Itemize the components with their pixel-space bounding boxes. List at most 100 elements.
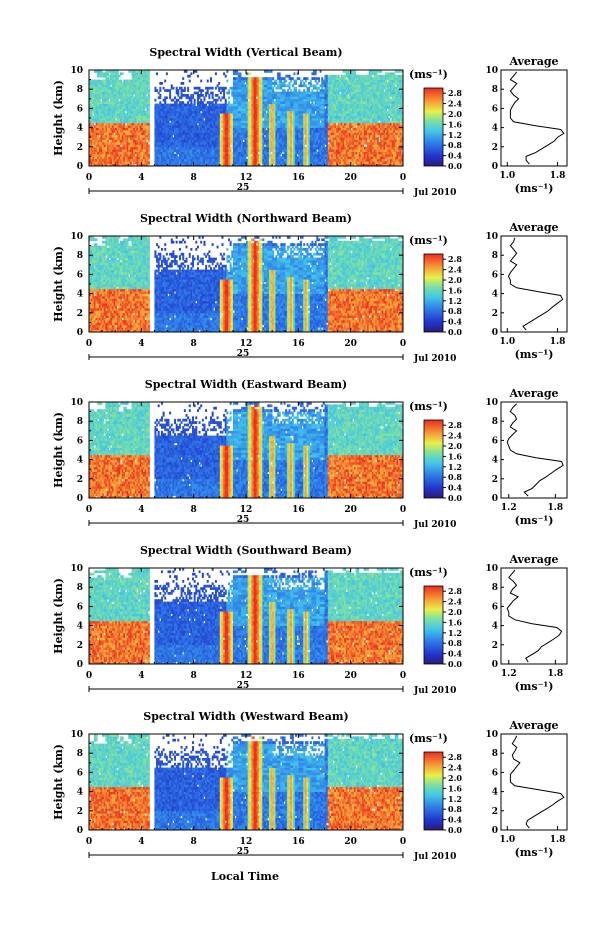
heatmap-cell [145,140,147,143]
heatmap-cell [262,144,264,147]
heatmap-cell [218,82,220,85]
heatmap-cell [182,82,184,85]
heatmap-cell [220,128,222,131]
heatmap-cell [280,80,282,83]
heatmap-cell [154,99,156,102]
heatmap-cell [217,94,219,97]
heatmap-cell [205,94,207,97]
heatmap-cell [148,104,150,107]
heatmap-cell [223,94,225,97]
heatmap-cell [197,92,199,95]
heatmap-cell [148,140,150,143]
heatmap-cell [168,120,170,123]
heatmap-cell [194,101,196,104]
heatmap-cell [154,87,156,90]
heatmap-cell [166,72,168,75]
heatmap-cell [274,84,276,87]
heatmap-cell [212,92,214,95]
heatmap-cell [99,99,101,102]
heatmap-cell [176,101,178,104]
heatmap-cell [117,99,119,102]
heatmap-cell [156,89,158,92]
heatmap-cell [215,101,217,104]
panels: Spectral Width (Vertical Beam)0246810Hei… [52,46,567,862]
heatmap-cell [148,82,150,85]
heatmap-cell [225,99,227,102]
heatmap-cell [271,80,273,83]
heatmap-cell [148,99,150,102]
heatmap-cell [287,89,289,92]
heatmap-cell [223,96,225,99]
heatmap-cell [272,77,274,80]
heatmap-cell [174,96,176,99]
heatmap-cell [279,72,281,75]
heatmap-cell [148,75,150,78]
heatmap-cell [148,94,150,97]
heatmap-cell [120,80,122,83]
heatmap-cell [271,84,273,87]
heatmap-cell [163,87,165,90]
heatmap-cell [197,99,199,102]
heatmap-cell [194,99,196,102]
heatmap-cell [118,144,120,147]
heatmap-cell [132,94,134,97]
heatmap-cell [239,72,241,75]
heatmap-cell [92,123,94,126]
heatmap-cell [107,140,109,143]
heatmap-cell [118,75,120,78]
heatmap-cell [172,99,174,102]
heatmap-cell [207,92,209,95]
heatmap-cell [148,147,150,150]
heatmap-cell [269,152,271,155]
heatmap-cell [133,154,135,157]
heatmap-cell [184,87,186,90]
heatmap-cell [264,128,266,131]
heatmap-cell [217,84,219,87]
heatmap-cell [220,92,222,95]
heatmap-cell [122,72,124,75]
heatmap-cell [172,152,174,155]
heatmap-cell [159,101,161,104]
heatmap-cell [145,94,147,97]
heatmap-cell [249,72,251,75]
heatmap-cell [199,87,201,90]
heatmap-cell [148,156,150,159]
heatmap-cell [217,99,219,102]
heatmap-cell [148,125,150,128]
heatmap-cell [148,159,150,162]
heatmap-cell [172,87,174,90]
heatmap-cell [164,80,166,83]
heatmap-cell [267,159,269,162]
heatmap-cell [205,104,207,107]
heatmap-cell [166,96,168,99]
heatmap-cell [189,75,191,78]
heatmap-cell [148,113,150,116]
heatmap-cell [279,75,281,78]
heatmap-cell [182,101,184,104]
heatmap-cell [246,99,248,102]
heatmap-cell [207,89,209,92]
heatmap-cell [123,111,125,114]
heatmap-cell [228,144,230,147]
heatmap-cell [239,75,241,78]
heatmap-cell [181,96,183,99]
heatmap-cell [148,80,150,83]
heatmap-cell [202,118,204,121]
heatmap-cell [225,75,227,78]
heatmap-cell [187,94,189,97]
heatmap-cell [200,80,202,83]
heatmap-cell [272,99,274,102]
heatmap-cell [148,161,150,164]
heatmap-cell [148,118,150,121]
heatmap-cell [228,101,230,104]
heatmap-cell [218,96,220,99]
heatmap-cell [284,89,286,92]
heatmap-cell [181,87,183,90]
heatmap-cell [177,89,179,92]
heatmap-cell [148,135,150,138]
heatmap-cell [148,77,150,80]
heatmap-cell [148,116,150,119]
panel-1: Spectral Width (Vertical Beam)0246810Hei… [52,46,567,198]
heatmap-cell [91,113,93,116]
